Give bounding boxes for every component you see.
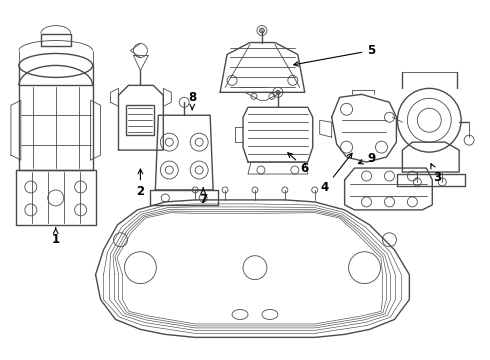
Text: 3: 3: [431, 164, 441, 184]
Circle shape: [259, 28, 265, 33]
Bar: [126, 105, 154, 135]
Text: 5: 5: [294, 44, 376, 66]
Text: 6: 6: [288, 153, 309, 175]
Text: 1: 1: [51, 228, 60, 246]
Text: 9: 9: [358, 152, 376, 165]
Circle shape: [276, 90, 280, 94]
Text: 8: 8: [188, 91, 196, 109]
Text: 2: 2: [136, 169, 145, 198]
Bar: [41, 33, 71, 45]
Text: 7: 7: [199, 188, 207, 206]
Text: 4: 4: [320, 153, 352, 194]
